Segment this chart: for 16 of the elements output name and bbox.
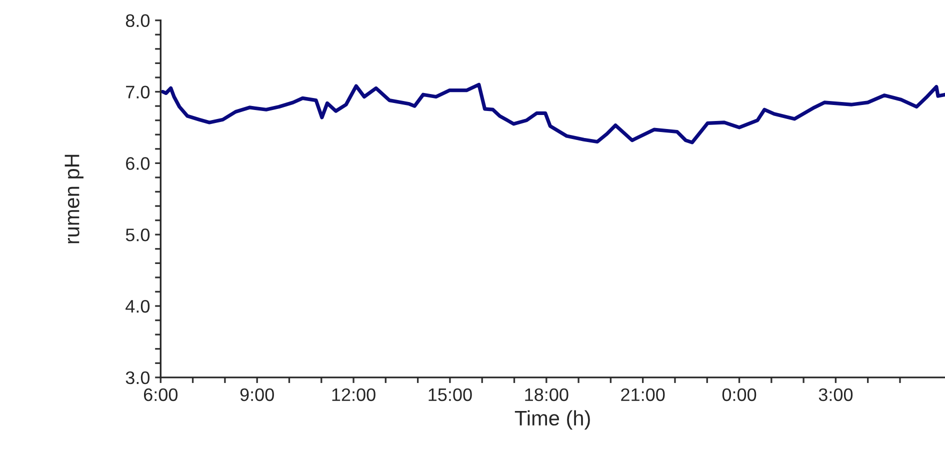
y-tick-label: 7.0: [126, 86, 150, 98]
x-tick-label: 3:00: [818, 388, 853, 402]
x-tick-label: 9:00: [240, 388, 274, 402]
y-tick-label: 6.0: [126, 157, 150, 170]
y-tick-label: 3.0: [126, 371, 150, 384]
y-tick-label: 8.0: [126, 14, 150, 28]
y-axis-title: rumen pH: [64, 154, 84, 244]
x-tick-label: 0:00: [722, 388, 756, 402]
x-tick-label: 12:00: [332, 388, 376, 402]
x-tick-label: 15:00: [428, 388, 472, 402]
x-axis-title: Time (h): [514, 410, 590, 430]
y-tick-label: 4.0: [126, 300, 150, 313]
x-tick-label: 18:00: [525, 388, 568, 402]
x-tick-label: 21:00: [621, 388, 665, 402]
x-tick-label: 6:00: [144, 388, 178, 402]
y-tick-label: 5.0: [126, 228, 150, 242]
